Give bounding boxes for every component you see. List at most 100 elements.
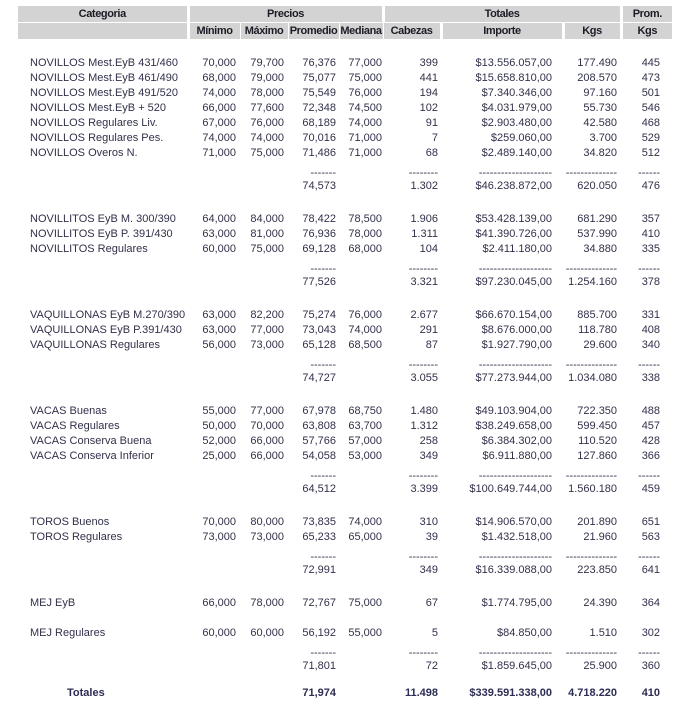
mediana-cell: 65,000 [348,530,383,543]
header-precios: Precios [186,6,384,23]
categoria-cell: VAQUILLONAS EyB M.270/390 [30,308,186,321]
kgs-cell: 118.780 [578,323,618,336]
table-row: NOVILLITOS EyB M. 300/390 64,000 84,000 78,… [18,211,672,226]
minimo-cell: 64,000 [202,212,236,225]
dash-cell: ------ [638,167,661,179]
minimo-cell: 60,000 [202,626,236,639]
empty-cell [188,274,240,289]
importe-cell: $53.428.139,00 [475,212,553,225]
subtotal-cell: 72,991 [302,563,336,576]
promedio-cell: 67,978 [302,404,336,417]
maximo-cell: 82,200 [250,308,284,321]
empty-cell [188,544,240,562]
header-sub-row: Mínimo Máximo Promedio Mediana Cabezas I… [18,22,673,39]
prom-cell: 335 [641,242,661,255]
cabezas-cell: 67 [425,596,439,609]
header-importe: Importe [439,22,564,39]
empty-cell [240,256,288,274]
minimo-cell: 70,000 [202,515,236,528]
cabezas-cell: 310 [419,515,439,528]
categoria-cell: NOVILLITOS Regulares [30,242,148,255]
dash-cell: -------------------- [478,647,553,659]
subtotal-cell: $46.238.872,00 [475,179,553,192]
price-table: Categoria Precios Totales Prom. Mínimo M… [18,6,673,701]
dash-cell: ------- [310,263,336,275]
mediana-cell: 75,000 [348,71,383,84]
kgs-cell: 34.820 [583,146,618,159]
kgs-cell: 127.860 [577,449,618,462]
promedio-cell: 78,422 [302,212,336,225]
categoria-cell: NOVILLOS Regulares Liv. [30,116,158,129]
cabezas-cell: 399 [419,56,439,69]
empty-cell [188,178,240,193]
empty-cell [188,352,240,370]
empty-cell [188,481,240,496]
kgs-cell: 885.700 [577,308,618,321]
empty-cell [339,481,383,496]
dash-separator-row: ------- -------- -------------------- -----… [18,640,672,659]
subtotal-cell: 360 [641,659,661,672]
empty-cell [188,160,240,178]
kgs-cell: 110.520 [578,434,618,447]
empty-cell [339,562,383,577]
dash-cell: -------------------- [478,470,553,482]
table-body: NOVILLOS Mest.EyB 431/460 70,000 79,700 76,… [18,39,672,701]
table-row: VACAS Regulares 50,000 70,000 63,808 63,700 1… [18,418,672,433]
subtotal-cell: $77.273.944,00 [475,371,553,384]
header-prom: Prom. [619,6,673,23]
mediana-cell: 77,000 [348,56,383,69]
maximo-cell: 77,000 [250,404,284,417]
mediana-cell: 53,000 [348,449,383,462]
subtotal-cell: 620.050 [577,179,618,192]
subtotal-cell: 74,573 [302,179,336,192]
categoria-cell: NOVILLOS Overos N. [30,146,138,159]
categoria-cell: TOROS Buenos [30,515,110,528]
empty-cell [18,640,188,658]
dash-cell: ------- [310,551,336,563]
categoria-cell: MEJ Regulares [30,626,106,639]
dash-cell: ------- [310,167,336,179]
prom-cell: 331 [641,308,661,321]
subtotal-row: 74,727 3.055 $77.273.944,00 1.034.080 338 [18,370,672,385]
importe-cell: $38.249.658,00 [475,419,553,432]
prom-cell: 445 [641,56,661,69]
kgs-cell: 1.510 [589,626,618,639]
minimo-cell: 52,000 [202,434,236,447]
table-row: TOROS Regulares 73,000 73,000 65,233 65,000 3… [18,529,672,544]
table-row: VAQUILLONAS EyB M.270/390 63,000 82,200 75,… [18,307,672,322]
prom-cell: 364 [641,596,661,609]
cabezas-cell: 102 [419,101,439,114]
subtotal-cell: 476 [641,179,661,192]
minimo-cell: 25,000 [202,449,236,462]
minimo-cell: 63,000 [202,308,236,321]
categoria-cell: NOVILLITOS EyB M. 300/390 [30,212,176,225]
cabezas-cell: 68 [425,146,439,159]
section-spacer [18,496,672,514]
subtotal-cell: 77,526 [302,275,336,288]
importe-cell: $49.103.904,00 [475,404,553,417]
prom-cell: 651 [641,515,661,528]
maximo-cell: 75,000 [250,146,284,159]
empty-cell [18,544,188,562]
subtotal-cell: 378 [641,275,661,288]
section-spacer [18,673,672,685]
promedio-cell: 68,189 [302,116,336,129]
minimo-cell: 74,000 [202,86,236,99]
kgs-cell: 29.600 [583,338,618,351]
grand-total-maximo [240,685,288,701]
promedio-cell: 57,766 [302,434,336,447]
grand-total-row: Totales 71,974 11.498 $339.591.338,00 4.718.… [18,685,672,701]
dash-cell: -------------- [565,647,618,659]
minimo-cell: 56,000 [202,338,236,351]
subtotal-cell: 1.560.180 [568,482,618,495]
maximo-cell: 77,600 [250,101,284,114]
subtotal-cell: 3.321 [410,275,439,288]
importe-cell: $14.906.570,00 [475,515,553,528]
kgs-cell: 55.730 [583,101,618,114]
dash-cell: -------------------- [478,263,553,275]
minimo-cell: 71,000 [202,146,236,159]
livestock-price-report: Categoria Precios Totales Prom. Mínimo M… [18,6,673,701]
promedio-cell: 69,128 [302,242,336,255]
subtotal-cell: 74,727 [302,371,336,384]
table-row: NOVILLOS Overos N. 71,000 75,000 71,486 71,0… [18,145,672,160]
